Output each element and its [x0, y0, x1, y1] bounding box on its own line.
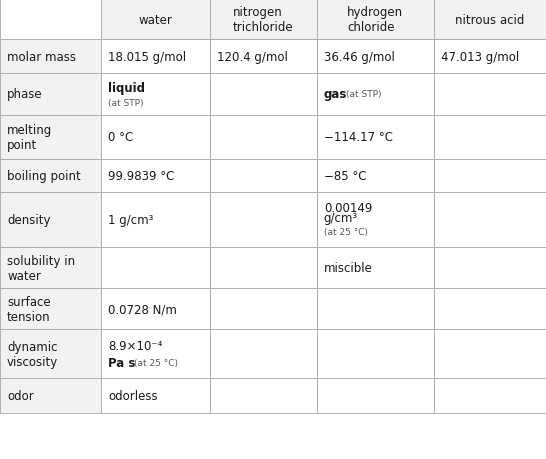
Bar	[101, 379, 210, 413]
Bar	[101, 116, 210, 159]
Bar	[317, 247, 434, 289]
Text: nitrous acid: nitrous acid	[455, 14, 525, 27]
Bar	[0, 192, 101, 247]
Bar	[210, 192, 317, 247]
Bar	[0, 159, 101, 192]
Bar	[101, 40, 210, 73]
Bar	[0, 73, 101, 116]
Text: g/cm³: g/cm³	[324, 211, 358, 224]
Text: boiling point: boiling point	[7, 169, 81, 182]
Bar	[317, 0, 434, 40]
Bar	[0, 247, 101, 289]
Text: (at STP): (at STP)	[346, 90, 381, 99]
Text: 18.015 g/mol: 18.015 g/mol	[108, 50, 186, 63]
Bar	[317, 116, 434, 159]
Text: surface
tension: surface tension	[7, 295, 51, 323]
Bar	[434, 40, 546, 73]
Text: hydrogen
chloride: hydrogen chloride	[347, 6, 403, 34]
Bar	[210, 247, 317, 289]
Bar	[434, 73, 546, 116]
Text: 0.0728 N/m: 0.0728 N/m	[108, 302, 177, 315]
Bar	[0, 116, 101, 159]
Text: phase: phase	[7, 88, 43, 101]
Text: 0.00149: 0.00149	[324, 201, 372, 214]
Bar	[317, 40, 434, 73]
Bar	[434, 192, 546, 247]
Text: 47.013 g/mol: 47.013 g/mol	[441, 50, 519, 63]
Text: 120.4 g/mol: 120.4 g/mol	[217, 50, 288, 63]
Bar	[210, 329, 317, 379]
Text: odor: odor	[7, 389, 34, 403]
Text: 8.9×10⁻⁴: 8.9×10⁻⁴	[108, 340, 163, 353]
Bar	[101, 329, 210, 379]
Text: liquid: liquid	[108, 82, 145, 95]
Text: melting
point: melting point	[7, 123, 52, 151]
Text: Pa s: Pa s	[108, 356, 135, 369]
Bar	[101, 289, 210, 329]
Bar	[0, 40, 101, 73]
Text: miscible: miscible	[324, 262, 373, 274]
Bar	[210, 73, 317, 116]
Bar	[210, 379, 317, 413]
Bar	[317, 159, 434, 192]
Bar	[317, 192, 434, 247]
Bar	[434, 289, 546, 329]
Bar	[434, 116, 546, 159]
Text: (at STP): (at STP)	[108, 99, 144, 107]
Bar	[434, 379, 546, 413]
Bar	[434, 329, 546, 379]
Text: molar mass: molar mass	[7, 50, 76, 63]
Bar	[317, 289, 434, 329]
Bar	[101, 73, 210, 116]
Bar	[210, 289, 317, 329]
Bar	[434, 247, 546, 289]
Bar	[434, 159, 546, 192]
Bar	[210, 116, 317, 159]
Text: nitrogen
trichloride: nitrogen trichloride	[233, 6, 294, 34]
Bar	[317, 329, 434, 379]
Text: density: density	[7, 213, 51, 226]
Bar	[210, 40, 317, 73]
Text: (at 25 °C): (at 25 °C)	[134, 358, 179, 367]
Text: 36.46 g/mol: 36.46 g/mol	[324, 50, 395, 63]
Bar	[101, 247, 210, 289]
Bar	[0, 0, 101, 40]
Text: gas: gas	[324, 88, 347, 101]
Bar	[101, 159, 210, 192]
Text: dynamic
viscosity: dynamic viscosity	[7, 340, 58, 368]
Text: (at 25 °C): (at 25 °C)	[324, 228, 368, 236]
Text: 1 g/cm³: 1 g/cm³	[108, 213, 153, 226]
Bar	[101, 0, 210, 40]
Text: solubility in
water: solubility in water	[7, 254, 75, 282]
Bar	[0, 329, 101, 379]
Bar	[210, 0, 317, 40]
Bar	[210, 159, 317, 192]
Bar	[0, 289, 101, 329]
Bar	[0, 379, 101, 413]
Text: water: water	[139, 14, 173, 27]
Bar	[317, 73, 434, 116]
Bar	[101, 192, 210, 247]
Text: −114.17 °C: −114.17 °C	[324, 131, 393, 144]
Text: −85 °C: −85 °C	[324, 169, 366, 182]
Bar	[434, 0, 546, 40]
Text: 99.9839 °C: 99.9839 °C	[108, 169, 175, 182]
Text: 0 °C: 0 °C	[108, 131, 133, 144]
Bar	[317, 379, 434, 413]
Text: odorless: odorless	[108, 389, 158, 403]
